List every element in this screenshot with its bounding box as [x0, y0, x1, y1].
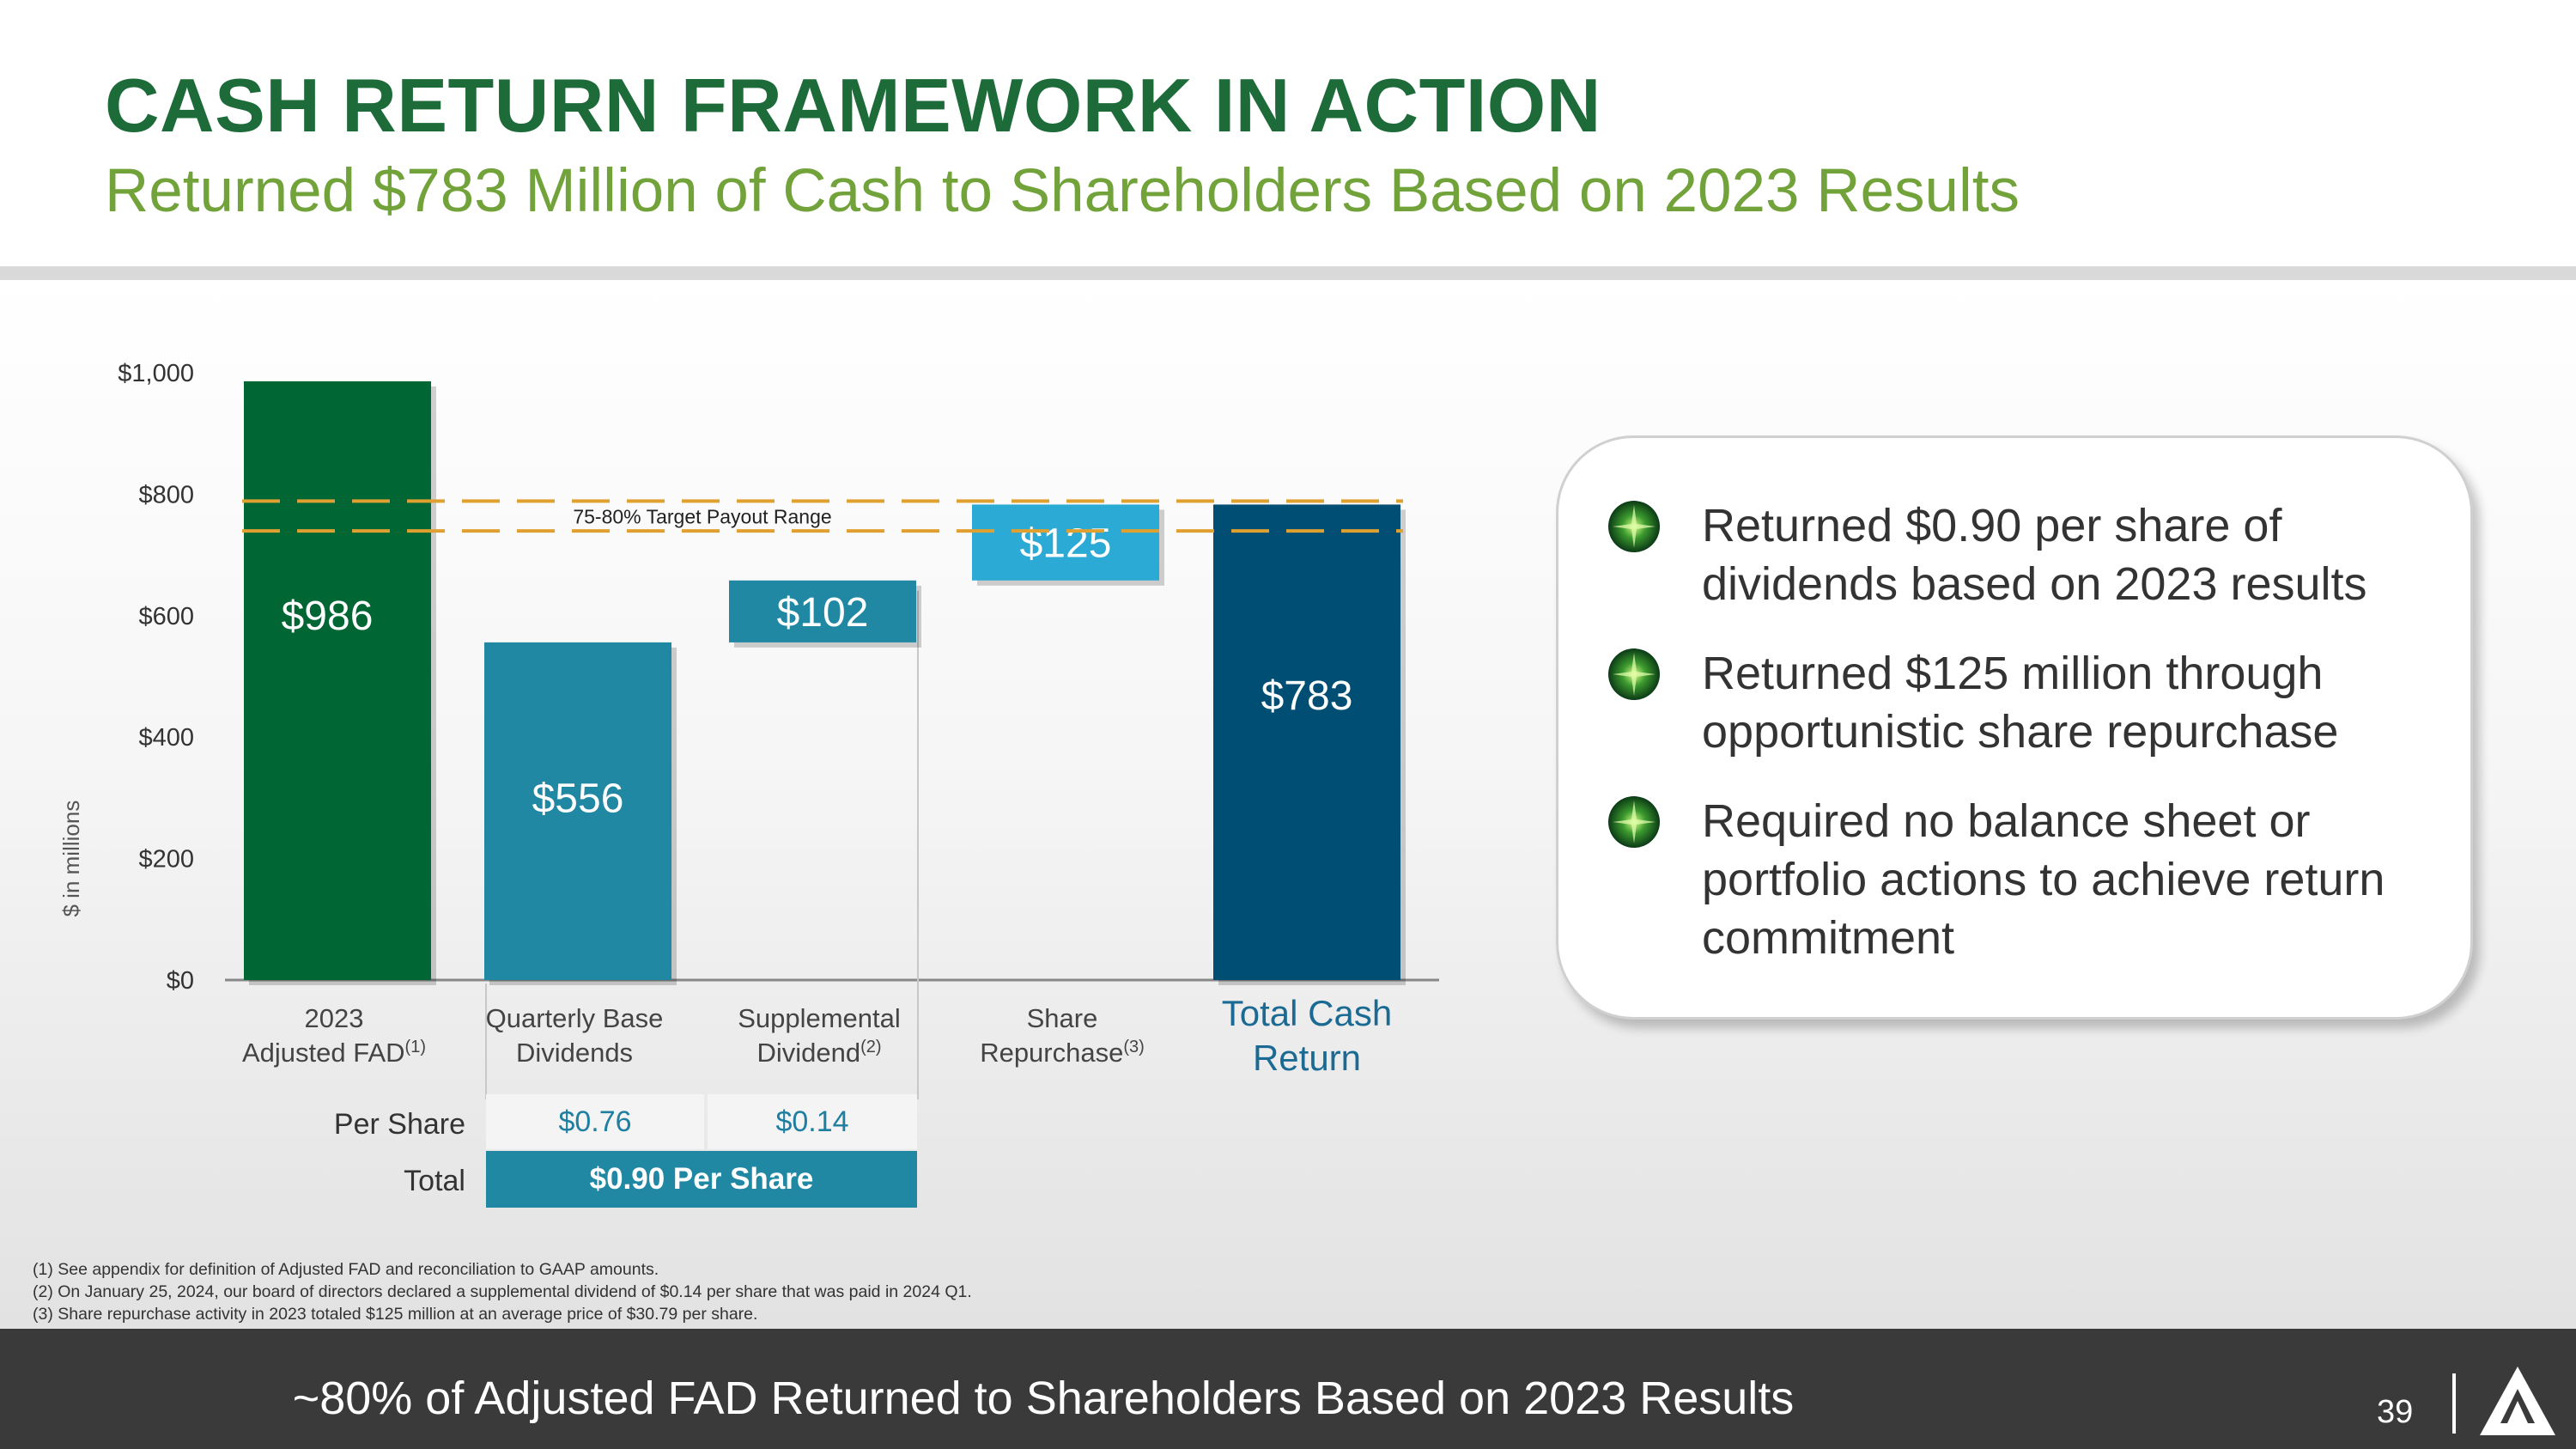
bullet-line: Returned $0.90 per share of: [1702, 500, 2282, 551]
bar: [244, 381, 431, 980]
green-starburst-icon: [1608, 501, 1660, 552]
bullet-line: dividends based on 2023 results: [1702, 558, 2367, 610]
x-category-label: Total Cash: [1222, 993, 1392, 1033]
footnote-marker: (3): [1123, 1038, 1144, 1056]
target-band-label: 75-80% Target Payout Range: [573, 506, 831, 528]
total-per-share-cell: $0.90 Per Share: [486, 1151, 917, 1208]
callout-bullet: Returned $125 million through opportunis…: [1606, 644, 2447, 761]
bullet-line: Required no balance sheet or: [1702, 795, 2311, 847]
bar: [729, 580, 916, 642]
callout-box: [1556, 435, 2473, 1020]
x-category-label: Share: [1027, 1003, 1098, 1033]
bar-value-label: $986: [282, 594, 374, 639]
triangle-logo-icon: [2480, 1367, 2555, 1435]
per-share-cell-supplemental: $0.14: [708, 1094, 917, 1149]
bars: $986 $556 $102 $125 $783: [244, 381, 1406, 1099]
y-tick-label: $200: [138, 846, 194, 874]
y-axis-label: $ in millions: [58, 801, 84, 917]
x-category-label: Quarterly Base: [486, 1003, 664, 1033]
per-share-cell-base: $0.76: [486, 1094, 704, 1149]
footnote: (3) Share repurchase activity in 2023 to…: [33, 1305, 758, 1324]
green-starburst-icon: [1608, 648, 1660, 700]
y-tick-label: $800: [138, 481, 194, 508]
page-subtitle: Returned $783 Million of Cash to Shareho…: [105, 157, 2020, 225]
x-axis-labels: 2023 Adjusted FAD(1) Quarterly Base Dividen…: [242, 993, 1392, 1078]
total-row-label: Total: [404, 1165, 465, 1197]
footnote-marker: (1): [405, 1038, 426, 1056]
per-share-row-label: Per Share: [333, 1108, 465, 1141]
x-category-label: Dividends: [516, 1038, 633, 1068]
page-separator: [2452, 1373, 2456, 1434]
bar-value-label: $556: [532, 776, 624, 822]
green-starburst-icon: [1608, 796, 1660, 848]
y-tick-label: $0: [167, 967, 194, 995]
waterfall-chart: $0 $200 $400 $600 $800 $1,000 $ in millions $9…: [58, 360, 1439, 1099]
x-category-label: Supplemental: [738, 1003, 901, 1033]
bar: [972, 504, 1159, 581]
footer-text: ~80% of Adjusted FAD Returned to Shareho…: [292, 1373, 1795, 1424]
y-tick-label: $400: [138, 724, 194, 752]
footnote: (2) On January 25, 2024, our board of di…: [33, 1282, 972, 1301]
footnotes: (1) See appendix for definition of Adjus…: [33, 1258, 972, 1325]
bullet-line: opportunistic share repurchase: [1702, 706, 2339, 758]
y-tick-label: $600: [138, 603, 194, 630]
bar: [1213, 504, 1400, 980]
bar: [484, 642, 671, 980]
footer-bar: ~80% of Adjusted FAD Returned to Shareho…: [0, 1329, 2576, 1449]
callout-bullet: Required no balance sheet or portfolio a…: [1606, 792, 2447, 967]
bullet-line: portfolio actions to achieve return: [1702, 854, 2385, 905]
footnote: (1) See appendix for definition of Adjus…: [33, 1260, 659, 1279]
y-tick-label: $1,000: [118, 360, 194, 387]
target-band: 75-80% Target Payout Range: [242, 499, 1403, 533]
page-number: 39: [2377, 1394, 2414, 1430]
x-category-label: 2023: [305, 1003, 364, 1033]
footnote-marker: (2): [860, 1038, 881, 1056]
bar-value-label: $125: [1020, 521, 1112, 567]
bullet-line: commitment: [1702, 912, 1955, 964]
bar-value-label: $783: [1261, 673, 1353, 719]
callout-bullet: Returned $0.90 per share of dividends ba…: [1606, 496, 2447, 613]
bar-value-label: $102: [777, 590, 869, 636]
x-category-label: Dividend(2): [756, 1038, 881, 1068]
x-category-label: Return: [1253, 1038, 1361, 1078]
page-title: CASH RETURN FRAMEWORK IN ACTION: [105, 63, 1601, 148]
x-category-label: Repurchase(3): [980, 1038, 1145, 1068]
header-divider: [0, 266, 2576, 280]
bullet-line: Returned $125 million through: [1702, 648, 2324, 699]
x-category-label: Adjusted FAD(1): [242, 1038, 426, 1068]
